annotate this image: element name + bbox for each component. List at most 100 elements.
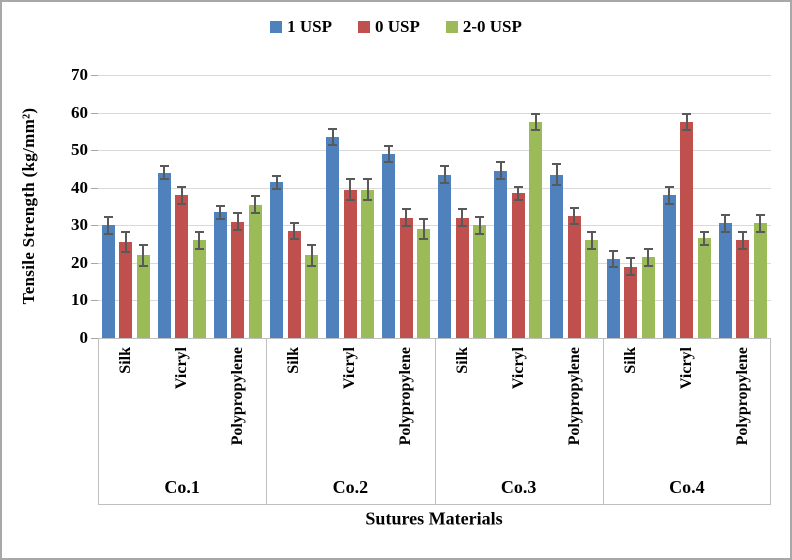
y-tick-mark-50 bbox=[91, 150, 98, 152]
error-bar-co-1-vicryl-2-0-usp bbox=[194, 230, 204, 250]
bar-co-1-vicryl-0-usp bbox=[175, 195, 189, 338]
bar-co-1-vicryl-2-0-usp bbox=[192, 240, 206, 338]
bar-co-3-silk-1-usp bbox=[438, 174, 452, 338]
bar-co-2-vicryl-2-0-usp bbox=[361, 189, 375, 338]
error-bar-co-4-polypropylene-0-usp bbox=[738, 230, 748, 250]
error-bar-co-4-polypropylene-1-usp bbox=[720, 214, 730, 233]
error-bar-co-2-silk-2-0-usp bbox=[307, 244, 317, 267]
y-tick-label-0: 0 bbox=[79, 328, 89, 347]
legend-label-0-usp: 0 USP bbox=[374, 17, 420, 36]
bar-co-4-silk-2-0-usp bbox=[641, 257, 655, 338]
group-divider-3 bbox=[602, 338, 604, 505]
gridline-50 bbox=[98, 150, 771, 152]
error-bar-co-2-vicryl-2-0-usp bbox=[363, 178, 373, 201]
bar-co-1-silk-1-usp bbox=[101, 225, 115, 338]
error-bar-co-4-silk-2-0-usp bbox=[643, 247, 653, 267]
y-tick-mark-20 bbox=[91, 262, 98, 264]
bar-co-4-polypropylene-1-usp bbox=[718, 223, 732, 338]
bar-co-2-silk-2-0-usp bbox=[305, 255, 319, 338]
error-bar-co-4-silk-1-usp bbox=[608, 249, 618, 269]
error-bar-co-3-silk-1-usp bbox=[440, 165, 450, 184]
group-label-cell-co-2: Co.2 bbox=[266, 338, 434, 498]
y-tick-label-70: 70 bbox=[71, 65, 88, 84]
bar-co-1-vicryl-1-usp bbox=[157, 172, 171, 338]
bar-co-4-vicryl-2-0-usp bbox=[697, 238, 711, 338]
bar-co-2-silk-1-usp bbox=[270, 182, 284, 338]
bar-co-2-polypropylene-0-usp bbox=[399, 217, 413, 338]
y-axis-title: Tensile Strength (kg/mm²) bbox=[19, 107, 38, 305]
error-bar-co-1-silk-0-usp bbox=[121, 230, 131, 254]
legend-swatch-2-0-usp bbox=[445, 21, 458, 33]
error-bar-co-1-vicryl-1-usp bbox=[159, 165, 169, 181]
error-bar-co-3-polypropylene-0-usp bbox=[569, 206, 579, 226]
error-bar-co-4-silk-0-usp bbox=[626, 257, 636, 276]
error-bar-co-1-polypropylene-0-usp bbox=[233, 212, 243, 231]
bar-co-4-silk-1-usp bbox=[606, 259, 620, 338]
error-bar-co-2-silk-1-usp bbox=[272, 174, 282, 190]
error-bar-co-4-polypropylene-2-0-usp bbox=[755, 214, 765, 233]
gridline-30 bbox=[98, 225, 771, 227]
error-bar-co-2-silk-0-usp bbox=[289, 221, 299, 241]
error-bar-co-2-polypropylene-1-usp bbox=[384, 144, 394, 164]
group-label-cell-co-3: Co.3 bbox=[435, 338, 603, 498]
error-bar-co-2-vicryl-0-usp bbox=[345, 178, 355, 201]
bar-co-3-vicryl-0-usp bbox=[511, 193, 525, 338]
group-label-co-2: Co.2 bbox=[332, 477, 369, 497]
gridline-20 bbox=[98, 262, 771, 264]
legend-item-2-0-usp: 2-0 USP bbox=[445, 17, 522, 37]
bar-co-2-vicryl-0-usp bbox=[343, 189, 357, 338]
y-tick-label-10: 10 bbox=[71, 290, 88, 310]
y-tick-mark-40 bbox=[91, 187, 98, 189]
error-bar-co-4-vicryl-2-0-usp bbox=[699, 230, 709, 246]
bar-co-1-polypropylene-0-usp bbox=[231, 221, 245, 338]
legend-item-0-usp: 0 USP bbox=[357, 17, 420, 37]
error-bar-co-3-polypropylene-2-0-usp bbox=[587, 230, 597, 250]
bar-co-1-polypropylene-2-0-usp bbox=[248, 204, 262, 338]
error-bar-co-3-vicryl-0-usp bbox=[513, 185, 523, 201]
bar-co-3-vicryl-2-0-usp bbox=[529, 121, 543, 338]
group-label-co-1: Co.1 bbox=[164, 477, 200, 497]
error-bar-co-4-vicryl-1-usp bbox=[664, 185, 674, 205]
bar-co-4-vicryl-0-usp bbox=[680, 121, 694, 338]
legend-item-1-usp: 1 USP bbox=[270, 17, 332, 37]
y-tick-mark-70 bbox=[91, 75, 98, 76]
bar-co-3-polypropylene-0-usp bbox=[567, 215, 581, 338]
error-bar-co-3-silk-0-usp bbox=[457, 208, 467, 228]
legend-label-1-usp: 1 USP bbox=[287, 17, 332, 36]
bar-co-3-silk-2-0-usp bbox=[473, 225, 487, 338]
error-bar-co-1-vicryl-0-usp bbox=[177, 185, 187, 205]
bar-co-4-vicryl-1-usp bbox=[662, 195, 676, 338]
gridline-60 bbox=[98, 112, 771, 114]
error-bar-co-3-vicryl-1-usp bbox=[496, 161, 506, 181]
x-axis-title: Sutures Materials bbox=[365, 508, 503, 529]
bar-co-2-silk-0-usp bbox=[287, 230, 301, 338]
bar-co-4-polypropylene-2-0-usp bbox=[753, 223, 767, 338]
error-bar-co-3-silk-2-0-usp bbox=[475, 215, 485, 235]
bar-co-1-silk-2-0-usp bbox=[136, 255, 150, 338]
gridline-70 bbox=[98, 75, 771, 76]
bar-co-1-silk-0-usp bbox=[119, 242, 133, 338]
bar-co-2-polypropylene-2-0-usp bbox=[417, 229, 431, 338]
y-tick-label-60: 60 bbox=[71, 102, 88, 122]
error-bar-co-3-polypropylene-1-usp bbox=[552, 163, 562, 186]
bar-co-3-polypropylene-2-0-usp bbox=[585, 240, 599, 338]
error-bar-co-1-silk-2-0-usp bbox=[138, 244, 148, 267]
y-tick-mark-30 bbox=[91, 225, 98, 227]
legend-swatch-0-usp bbox=[357, 21, 370, 33]
group-label-cell-co-1: Co.1 bbox=[98, 338, 266, 498]
group-label-co-3: Co.3 bbox=[500, 477, 537, 497]
y-tick-label-40: 40 bbox=[71, 177, 88, 197]
bar-co-4-polypropylene-0-usp bbox=[736, 240, 750, 338]
error-bar-co-4-vicryl-0-usp bbox=[682, 112, 692, 132]
gridline-10 bbox=[98, 300, 771, 302]
bar-co-3-vicryl-1-usp bbox=[494, 170, 508, 338]
group-divider-1 bbox=[266, 338, 268, 505]
bar-co-1-polypropylene-1-usp bbox=[213, 212, 227, 338]
error-bar-co-2-polypropylene-2-0-usp bbox=[419, 217, 429, 241]
legend-swatch-1-usp bbox=[270, 21, 283, 33]
error-bar-co-2-polypropylene-0-usp bbox=[401, 208, 411, 228]
y-tick-label-50: 50 bbox=[71, 140, 88, 160]
group-label-cell-co-4: Co.4 bbox=[603, 338, 771, 498]
legend-label-2-0-usp: 2-0 USP bbox=[462, 17, 522, 36]
